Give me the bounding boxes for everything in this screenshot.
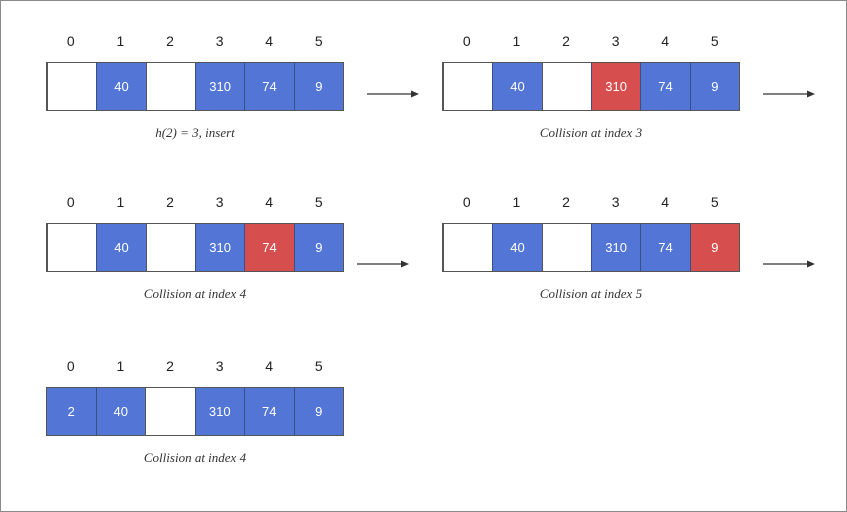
index-label: 3 <box>215 194 224 210</box>
index-label: 3 <box>215 358 224 374</box>
index-label: 4 <box>265 33 274 49</box>
index-label: 4 <box>661 194 670 210</box>
table-cell: 40 <box>96 224 146 271</box>
arrow-right-icon <box>763 260 815 268</box>
table-cell: 40 <box>95 388 145 435</box>
table-cell <box>145 224 195 271</box>
index-label: 5 <box>314 33 323 49</box>
index-label: 3 <box>611 33 620 49</box>
index-row: 0 1 2 3 4 5 <box>46 33 344 53</box>
table-cell <box>145 63 195 110</box>
table-cell: 310 <box>194 63 245 110</box>
table-cell: 40 <box>96 63 146 110</box>
arrow-right-icon <box>357 260 409 268</box>
step-caption: Collision at index 4 <box>143 286 247 301</box>
table-cell <box>47 224 97 271</box>
table-cell: 9 <box>293 388 343 435</box>
table-cell: 74 <box>244 388 294 435</box>
index-label: 1 <box>116 194 125 210</box>
table-cell: 9 <box>293 224 343 271</box>
table-cell: 40 <box>492 63 542 110</box>
arrow-right-icon <box>367 90 419 98</box>
index-label: 4 <box>265 194 274 210</box>
index-label: 0 <box>66 33 75 49</box>
table-cell <box>541 63 591 110</box>
table-cell: 74 <box>640 63 690 110</box>
index-row: 0 1 2 3 4 5 <box>442 33 740 53</box>
table-cell: 40 <box>492 224 542 271</box>
index-label: 2 <box>166 358 174 374</box>
table-cell <box>145 388 195 435</box>
index-label: 5 <box>710 33 719 49</box>
index-label: 2 <box>562 194 570 210</box>
index-label: 2 <box>166 194 174 210</box>
index-label: 0 <box>66 358 75 374</box>
index-label: 2 <box>166 33 174 49</box>
hash-table-row: 2 40 310 74 9 <box>46 387 344 436</box>
step-caption: Collision at index 4 <box>143 450 247 465</box>
index-label: 4 <box>661 33 670 49</box>
table-cell: 9 <box>689 63 739 110</box>
index-label: 0 <box>462 194 471 210</box>
index-label: 0 <box>462 33 471 49</box>
table-cell: 9 <box>293 63 343 110</box>
index-label: 5 <box>710 194 719 210</box>
index-row: 0 1 2 3 4 5 <box>46 358 344 378</box>
table-cell <box>443 63 493 110</box>
arrow-right-icon <box>763 90 815 98</box>
index-label: 1 <box>116 358 125 374</box>
index-label: 3 <box>215 33 224 49</box>
index-label: 3 <box>611 194 620 210</box>
table-cell: 310 <box>590 224 641 271</box>
table-cell: 2 <box>47 388 96 435</box>
hash-table-row: 40 310 74 9 <box>46 223 344 272</box>
index-label: 0 <box>66 194 75 210</box>
table-cell: 74 <box>244 224 294 271</box>
table-cell <box>443 224 493 271</box>
hash-table-row: 40 310 74 9 <box>46 62 344 111</box>
index-label: 4 <box>265 358 274 374</box>
index-label: 1 <box>512 33 521 49</box>
table-cell: 310 <box>194 224 245 271</box>
table-cell: 74 <box>640 224 690 271</box>
step-caption: Collision at index 3 <box>539 125 643 140</box>
index-row: 0 1 2 3 4 5 <box>46 194 344 214</box>
table-cell: 310 <box>590 63 641 110</box>
index-label: 1 <box>116 33 125 49</box>
index-label: 5 <box>314 358 323 374</box>
table-cell: 74 <box>244 63 294 110</box>
index-label: 5 <box>314 194 323 210</box>
index-row: 0 1 2 3 4 5 <box>442 194 740 214</box>
index-label: 1 <box>512 194 521 210</box>
hash-table-row: 40 310 74 9 <box>442 62 740 111</box>
hash-table-row: 40 310 74 9 <box>442 223 740 272</box>
table-cell: 9 <box>689 224 739 271</box>
index-label: 2 <box>562 33 570 49</box>
table-cell <box>541 224 591 271</box>
table-cell: 310 <box>194 388 244 435</box>
step-caption: Collision at index 5 <box>539 286 643 301</box>
step-caption: h(2) = 3, insert <box>155 125 235 140</box>
table-cell <box>47 63 97 110</box>
